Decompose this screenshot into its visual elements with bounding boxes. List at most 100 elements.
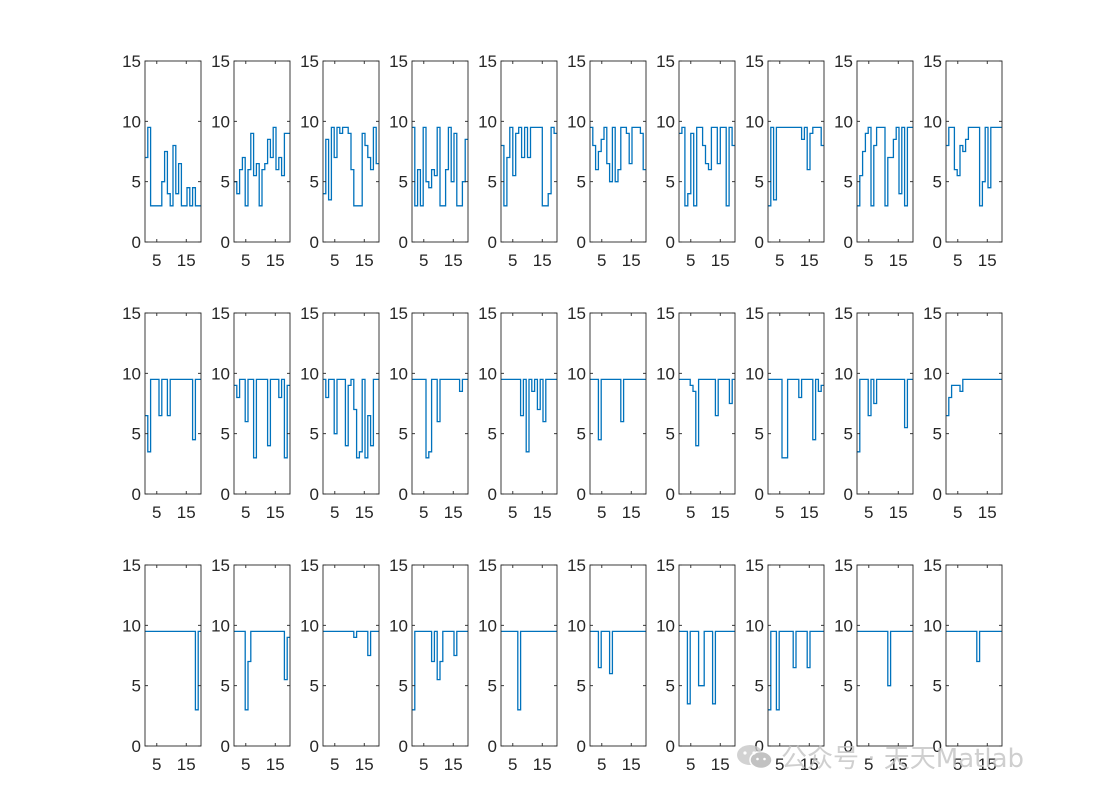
y-tick-label: 15 xyxy=(923,52,942,71)
y-tick-label: 10 xyxy=(923,364,942,383)
y-tick-label: 5 xyxy=(310,425,319,444)
y-tick-label: 15 xyxy=(211,304,230,323)
y-tick-label: 15 xyxy=(567,52,586,71)
x-tick-label: 5 xyxy=(241,755,250,774)
y-tick-label: 0 xyxy=(933,485,942,504)
y-tick-label: 15 xyxy=(389,52,408,71)
x-tick-label: 15 xyxy=(800,503,819,522)
y-tick-label: 15 xyxy=(478,52,497,71)
data-series-line xyxy=(323,126,379,207)
x-tick-label: 15 xyxy=(444,755,463,774)
y-tick-label: 0 xyxy=(844,737,853,756)
y-tick-label: 5 xyxy=(221,425,230,444)
x-tick-label: 15 xyxy=(978,755,997,774)
axes-box xyxy=(589,564,647,747)
data-series-line xyxy=(768,630,824,711)
data-series-line xyxy=(234,378,290,459)
x-tick-label: 5 xyxy=(419,503,428,522)
y-tick-label: 0 xyxy=(755,737,764,756)
x-tick-label: 5 xyxy=(508,251,517,270)
y-tick-label: 15 xyxy=(834,52,853,71)
y-tick-label: 0 xyxy=(666,737,675,756)
y-tick-label: 15 xyxy=(567,304,586,323)
data-series-line xyxy=(501,630,557,711)
x-tick-label: 15 xyxy=(978,503,997,522)
x-tick-label: 15 xyxy=(622,755,641,774)
y-tick-label: 15 xyxy=(656,556,675,575)
data-series-line xyxy=(501,378,557,453)
axes-box xyxy=(500,312,558,495)
x-tick-label: 5 xyxy=(686,503,695,522)
x-tick-label: 15 xyxy=(355,755,374,774)
x-tick-label: 15 xyxy=(622,503,641,522)
data-series-line xyxy=(323,378,379,459)
data-series-line xyxy=(501,126,557,207)
data-series-line xyxy=(768,126,824,207)
y-tick-label: 10 xyxy=(923,112,942,131)
data-series-line xyxy=(234,630,290,711)
y-tick-label: 10 xyxy=(656,616,675,635)
y-tick-label: 15 xyxy=(478,304,497,323)
y-tick-label: 15 xyxy=(300,556,319,575)
x-tick-label: 5 xyxy=(686,251,695,270)
x-tick-label: 5 xyxy=(508,503,517,522)
x-tick-label: 5 xyxy=(241,251,250,270)
x-tick-label: 15 xyxy=(355,503,374,522)
y-tick-label: 5 xyxy=(221,677,230,696)
y-tick-label: 0 xyxy=(933,737,942,756)
x-tick-label: 15 xyxy=(355,251,374,270)
data-series-line xyxy=(679,378,735,447)
x-tick-label: 15 xyxy=(177,755,196,774)
y-tick-label: 0 xyxy=(844,485,853,504)
wechat-icon xyxy=(735,742,775,772)
y-tick-label: 0 xyxy=(577,485,586,504)
y-tick-label: 0 xyxy=(132,737,141,756)
y-tick-label: 0 xyxy=(577,737,586,756)
y-tick-label: 10 xyxy=(656,112,675,131)
x-tick-label: 5 xyxy=(953,503,962,522)
axes-box xyxy=(678,312,736,495)
x-tick-label: 15 xyxy=(266,755,285,774)
y-tick-label: 10 xyxy=(211,112,230,131)
data-series-line xyxy=(412,378,468,459)
y-tick-label: 10 xyxy=(567,112,586,131)
y-tick-label: 15 xyxy=(389,304,408,323)
y-tick-label: 15 xyxy=(122,556,141,575)
y-tick-label: 0 xyxy=(577,233,586,252)
y-tick-label: 0 xyxy=(399,737,408,756)
y-tick-label: 0 xyxy=(221,485,230,504)
x-tick-label: 15 xyxy=(800,755,819,774)
x-tick-label: 15 xyxy=(622,251,641,270)
y-tick-label: 15 xyxy=(300,52,319,71)
y-tick-label: 5 xyxy=(399,173,408,192)
y-tick-label: 5 xyxy=(577,173,586,192)
y-tick-label: 5 xyxy=(666,677,675,696)
axes-box xyxy=(589,312,647,495)
watermark-text: 公众号 · 天天Matlab xyxy=(781,744,1025,774)
axes-box xyxy=(233,312,291,495)
axes-box xyxy=(945,312,1003,495)
x-tick-label: 5 xyxy=(864,503,873,522)
x-tick-label: 5 xyxy=(597,755,606,774)
y-tick-label: 5 xyxy=(844,173,853,192)
x-tick-label: 5 xyxy=(775,755,784,774)
axes-box xyxy=(767,564,825,747)
y-tick-label: 10 xyxy=(923,616,942,635)
y-tick-label: 15 xyxy=(300,304,319,323)
y-tick-label: 0 xyxy=(310,485,319,504)
x-tick-label: 15 xyxy=(444,503,463,522)
data-series-line xyxy=(946,630,1002,663)
data-series-line xyxy=(679,630,735,705)
x-tick-label: 15 xyxy=(978,251,997,270)
